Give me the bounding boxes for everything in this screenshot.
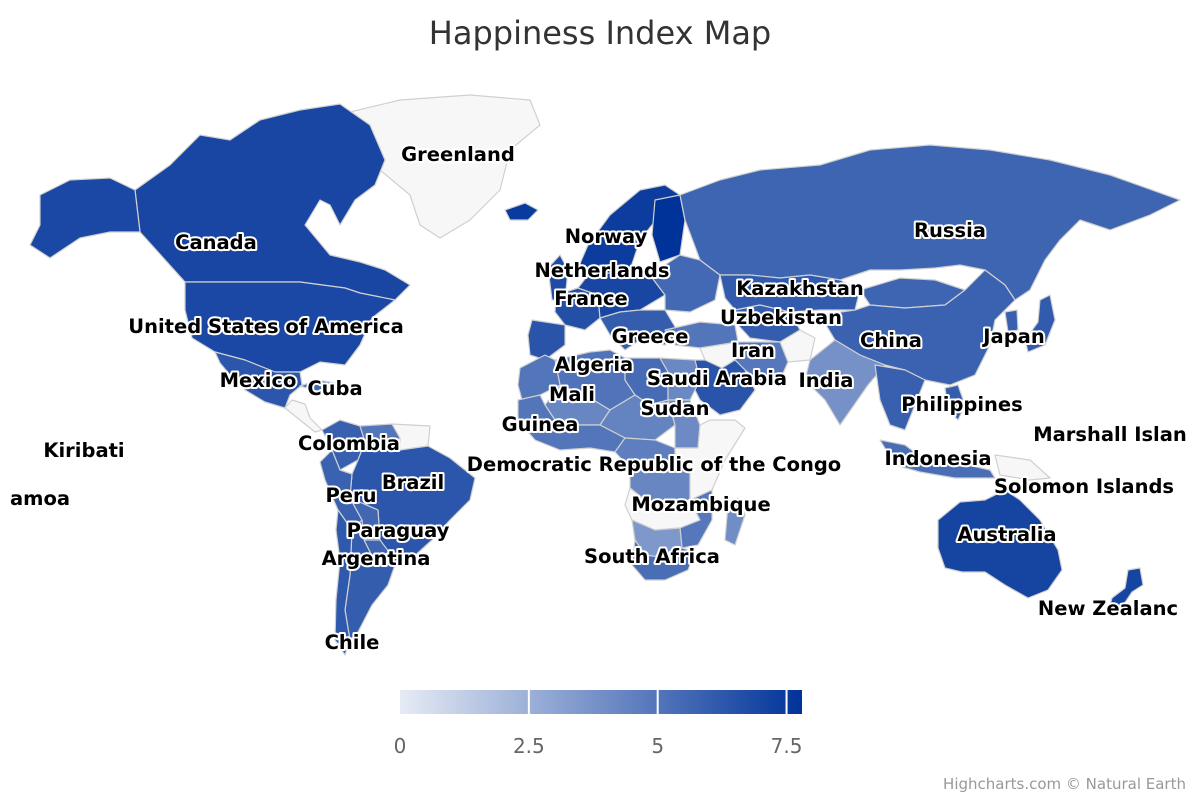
legend-tick-label: 0 xyxy=(394,734,407,758)
country-label: Mali xyxy=(549,383,595,406)
country-label: Democratic Republic of the Congo xyxy=(467,453,841,476)
legend-tick-label: 5 xyxy=(651,734,664,758)
country-label: Kazakhstan xyxy=(736,277,864,300)
country-label: South Africa xyxy=(584,545,720,568)
country-label: Argentina xyxy=(322,547,431,570)
country-korea[interactable] xyxy=(1004,309,1019,333)
country-cuba[interactable] xyxy=(299,379,343,394)
legend-tick-label: 7.5 xyxy=(771,734,803,758)
country-japan[interactable] xyxy=(1024,294,1056,353)
country-label: Canada xyxy=(175,231,257,254)
country-mozambique[interactable] xyxy=(679,489,713,549)
country-label: China xyxy=(860,329,922,352)
country-label: Mexico xyxy=(220,369,297,392)
country-east-europe[interactable] xyxy=(649,254,721,313)
country-label: Colombia xyxy=(298,432,400,455)
credits-text[interactable]: Highcharts.com © Natural Earth xyxy=(943,775,1186,793)
country-australia[interactable] xyxy=(937,489,1063,599)
country-label: Uzbekistan xyxy=(720,306,842,329)
country-label: amoa xyxy=(10,487,70,510)
country-label: Japan xyxy=(981,325,1044,348)
country-label: Algeria xyxy=(555,353,633,376)
country-label: Cuba xyxy=(307,377,362,400)
country-label: Brazil xyxy=(382,471,444,494)
country-new-guinea[interactable] xyxy=(994,454,1051,481)
country-layer xyxy=(29,94,1181,656)
country-label: New Zealanc xyxy=(1038,597,1178,620)
country-central-europe[interactable] xyxy=(577,271,666,319)
country-iceland[interactable] xyxy=(504,202,539,221)
country-saudi-arabia[interactable] xyxy=(689,359,756,416)
country-label: Norway xyxy=(565,225,648,248)
country-canada[interactable] xyxy=(134,103,411,301)
country-southeast-asia[interactable] xyxy=(874,364,926,431)
country-label: Greece xyxy=(612,325,689,348)
country-label: Saudi Arabia xyxy=(647,367,787,390)
country-label: Indonesia xyxy=(884,447,991,470)
country-philippines[interactable] xyxy=(944,384,966,421)
country-new-zealand[interactable] xyxy=(1107,567,1144,613)
country-label: Solomon Islands xyxy=(994,475,1174,498)
country-label: India xyxy=(799,369,854,392)
country-label: Chile xyxy=(325,631,380,654)
country-finland[interactable] xyxy=(651,194,686,263)
country-uk[interactable] xyxy=(547,254,569,301)
color-legend: 0 2.5 5 7.5 xyxy=(394,690,803,758)
country-indonesia[interactable] xyxy=(879,439,996,479)
country-morocco[interactable] xyxy=(517,354,561,401)
country-label: Philippines xyxy=(901,393,1023,416)
country-south-africa[interactable] xyxy=(631,539,696,581)
country-chile[interactable] xyxy=(334,509,353,656)
country-india[interactable] xyxy=(804,339,886,426)
country-label: Iran xyxy=(731,339,775,362)
country-alaska[interactable] xyxy=(29,177,141,259)
country-madagascar[interactable] xyxy=(724,497,746,546)
country-label: Australia xyxy=(957,523,1056,546)
country-east-africa[interactable] xyxy=(674,419,746,501)
country-label: Sudan xyxy=(641,397,710,420)
country-label: Kiribati xyxy=(43,439,124,462)
country-label: Mozambique xyxy=(631,493,770,516)
legend-ticks: 0 2.5 5 7.5 xyxy=(394,690,803,758)
country-mexico[interactable] xyxy=(214,351,303,409)
country-usa[interactable] xyxy=(184,281,396,373)
country-label: France xyxy=(554,287,628,310)
legend-gradient-bar xyxy=(400,690,802,714)
country-label: Greenland xyxy=(401,143,515,166)
country-label: Peru xyxy=(325,484,376,507)
country-label: Russia xyxy=(914,219,986,242)
country-greenland[interactable] xyxy=(349,94,541,239)
chart-title: Happiness Index Map xyxy=(428,14,772,52)
country-label: Netherlands xyxy=(535,259,670,282)
label-layer: Greenland Canada United States of America M… xyxy=(8,141,1189,656)
country-label: United States of America xyxy=(128,315,404,338)
country-label: Paraguay xyxy=(347,519,450,542)
country-label: Marshall Islan xyxy=(1033,423,1187,446)
country-label: Guinea xyxy=(502,413,579,436)
country-central-america[interactable] xyxy=(284,399,323,433)
legend-tick-label: 2.5 xyxy=(513,734,545,758)
